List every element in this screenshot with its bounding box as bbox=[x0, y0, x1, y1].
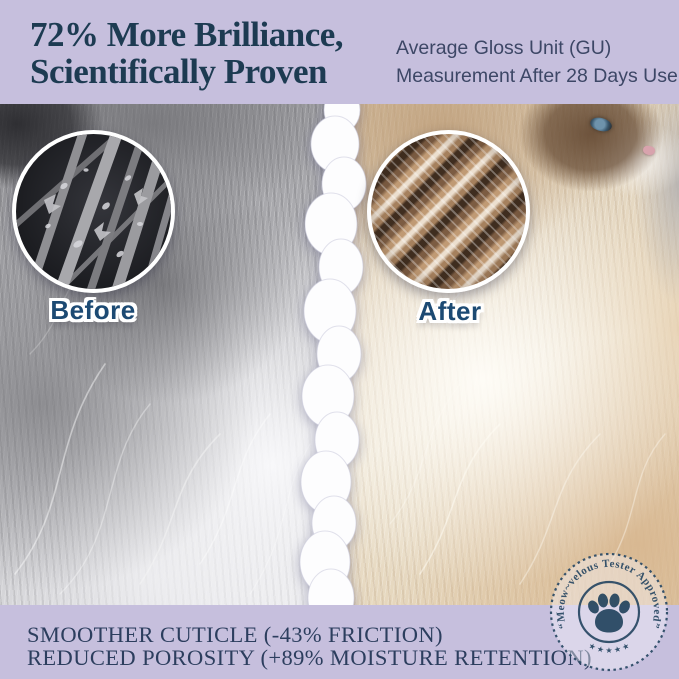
before-after-photo-band: Before After bbox=[0, 104, 679, 605]
damaged-hair-micrograph bbox=[16, 134, 171, 289]
claim-reduced-porosity: REDUCED POROSITY (+89% MOISTURE RETENTIO… bbox=[27, 645, 592, 670]
cat-eye bbox=[588, 115, 614, 134]
gloss-measurement-note: Average Gloss Unit (GU) Measurement Afte… bbox=[396, 34, 678, 90]
claims-footer: SMOOTHER CUTICLE (-43% FRICTION) REDUCED… bbox=[0, 605, 679, 679]
before-label: Before bbox=[50, 295, 136, 325]
headline-line2: Scientifically Proven bbox=[30, 52, 328, 91]
before-microscope-inset bbox=[12, 130, 175, 293]
cat-nose bbox=[642, 145, 656, 156]
header: 72% More Brilliance, Scientifically Prov… bbox=[0, 0, 679, 104]
after-microscope-inset bbox=[367, 130, 530, 293]
headline-line1: 72% More Brilliance, bbox=[30, 15, 344, 54]
gloss-note-line2: Measurement After 28 Days Use bbox=[396, 65, 678, 87]
after-label: After bbox=[418, 296, 482, 326]
paw-print-icon bbox=[588, 593, 630, 633]
claim-smoother-cuticle: SMOOTHER CUTICLE (-43% FRICTION) bbox=[27, 622, 443, 647]
tester-approved-badge: “Meow~velous Tester Approved” ★ ★ ★ ★ ★ … bbox=[547, 550, 669, 672]
headline: 72% More Brilliance, Scientifically Prov… bbox=[30, 15, 344, 91]
gloss-note-line1: Average Gloss Unit (GU) bbox=[396, 37, 612, 59]
